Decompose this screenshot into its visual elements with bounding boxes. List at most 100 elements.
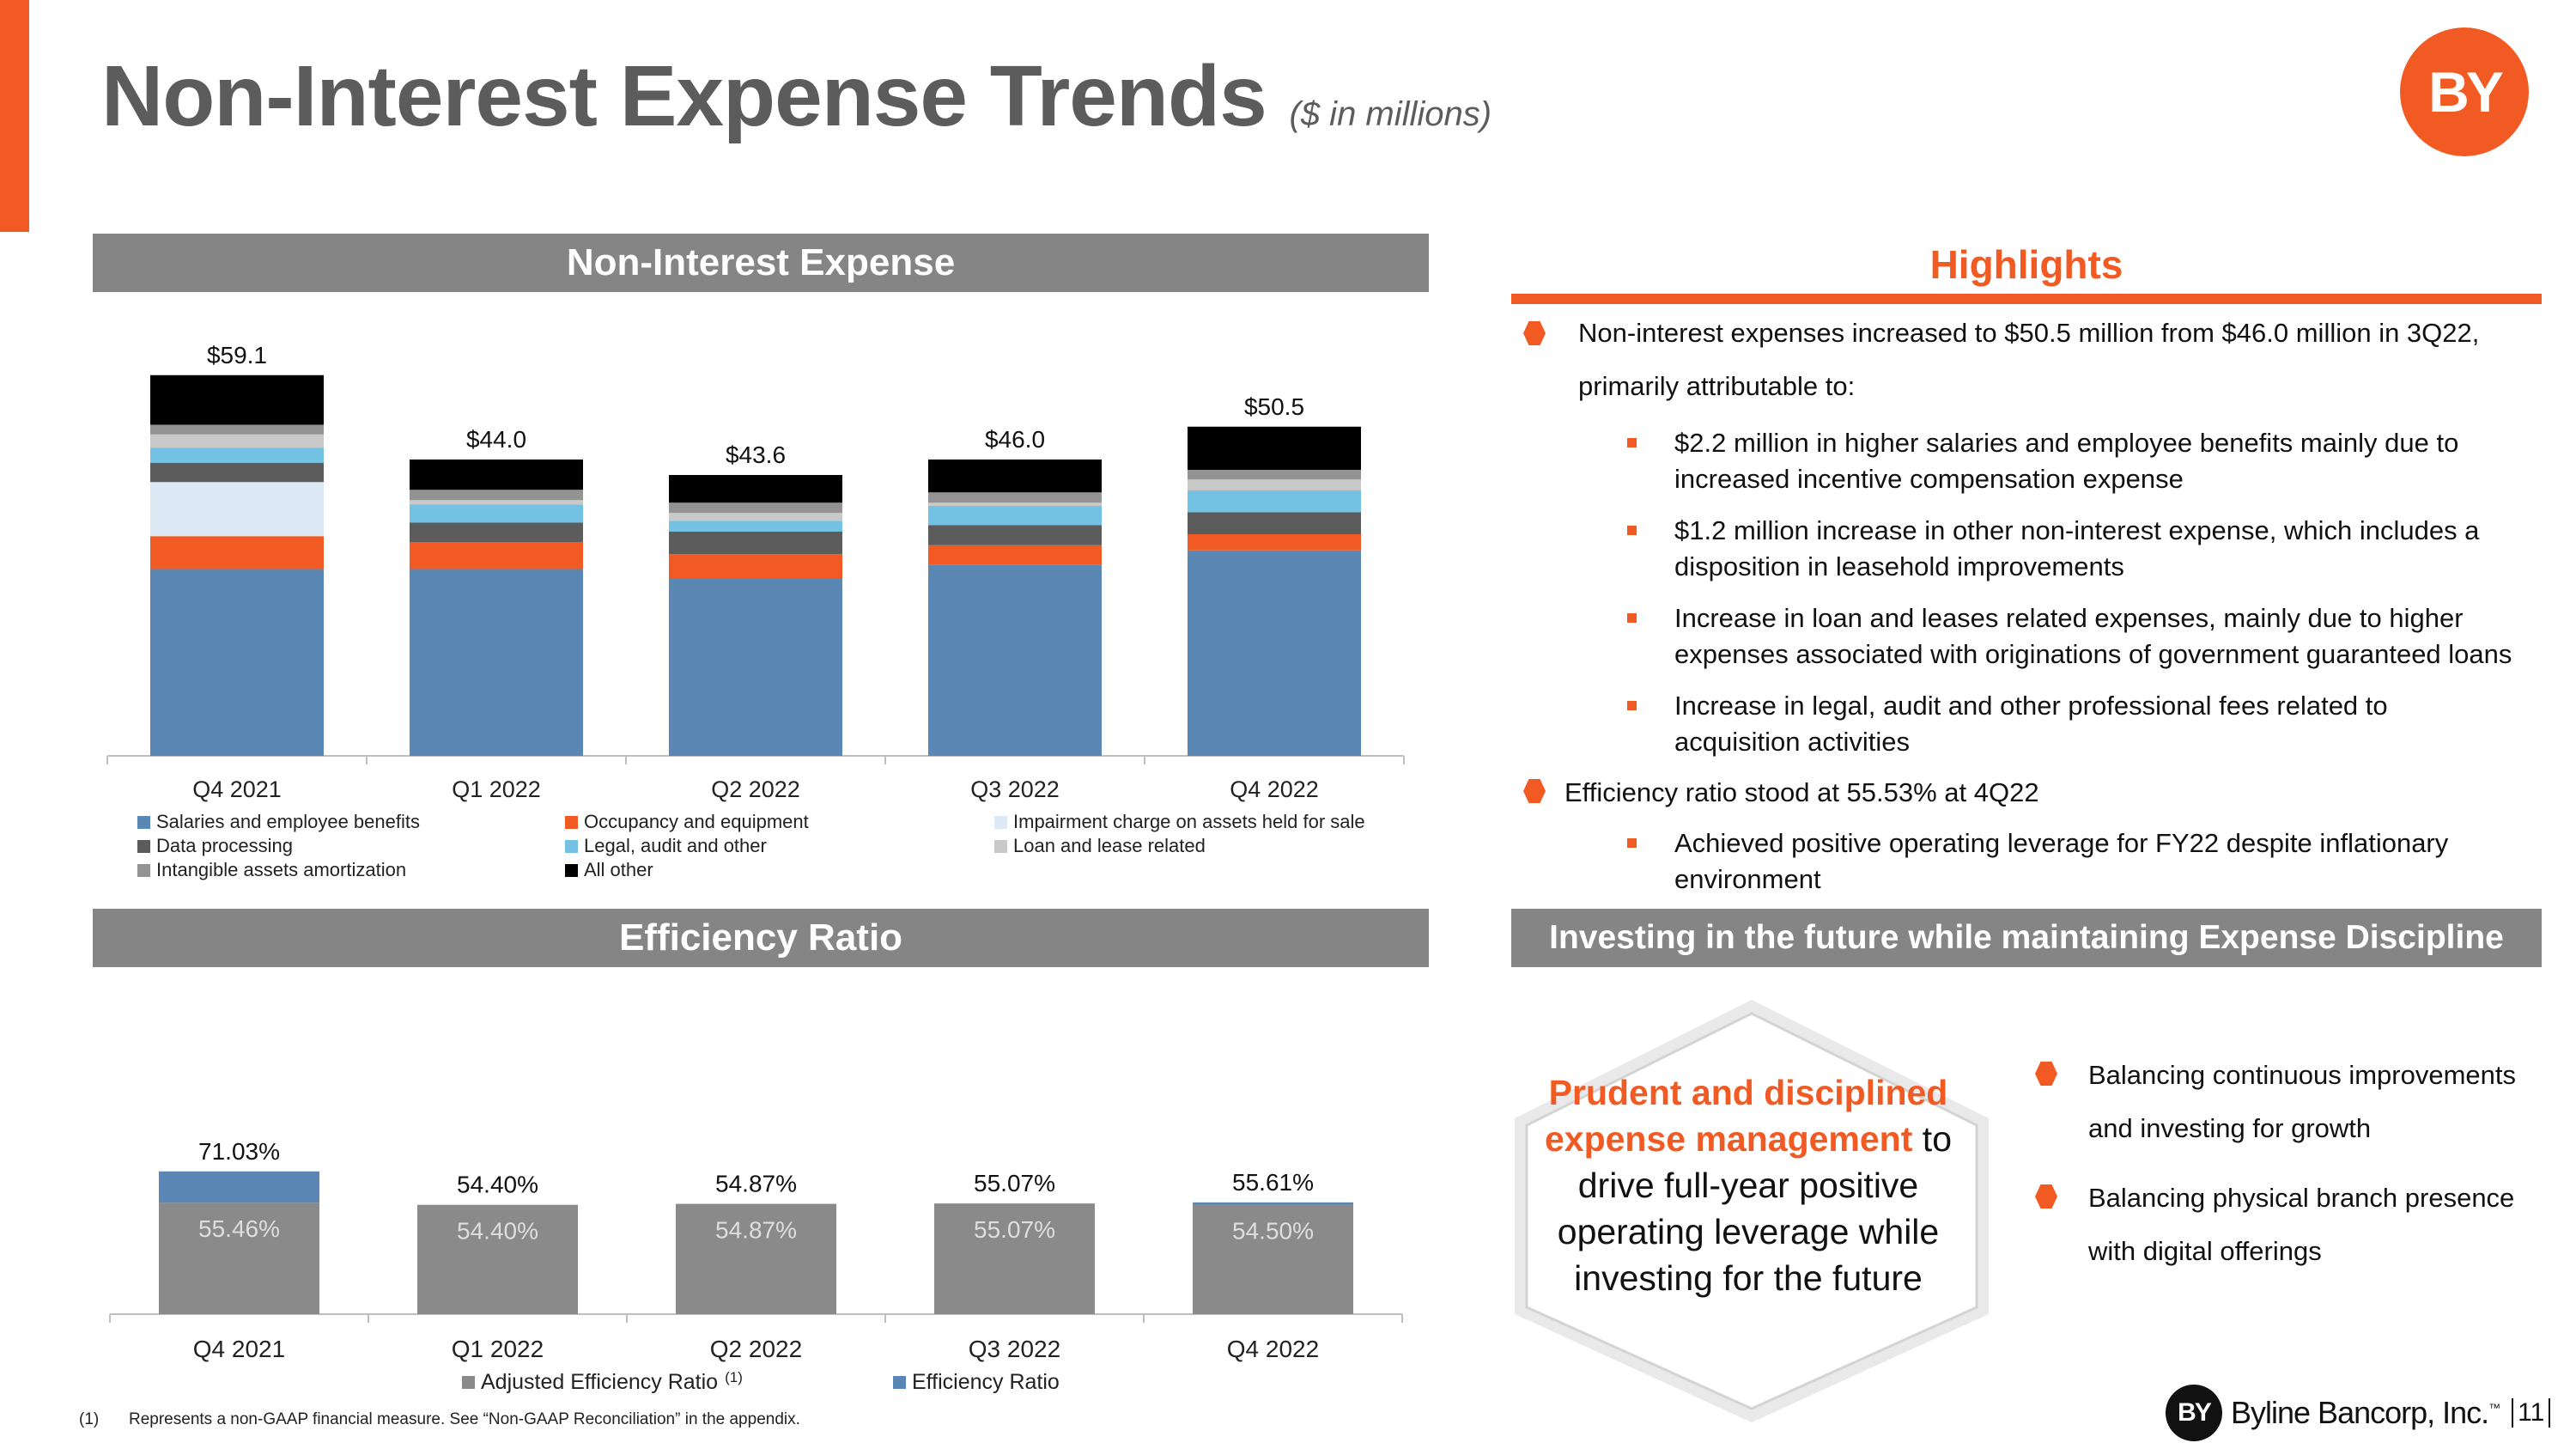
bar-segment [1193,1204,1353,1314]
accent-bar [0,0,29,232]
bar-segment [410,490,583,501]
bar-segment [669,532,842,555]
x-tick-label: Q3 2022 [970,776,1060,802]
bar-segment [410,504,583,523]
bar-total-label: $43.6 [726,441,786,468]
bar-total-label: 71.03% [198,1138,280,1165]
chart-banner-expense: Non-Interest Expense [93,234,1429,292]
bar-segment [669,513,842,521]
bar-total-label: $44.0 [466,426,526,453]
legend-item-data-processing: Data processing [137,835,293,857]
bar-segment [417,1204,578,1314]
legend-item-legal: Legal, audit and other [565,835,767,857]
highlight-sub-bullet-2: $1.2 million increase in other non-inter… [1674,515,2480,581]
highlight-sub-bullet-1: $2.2 million in higher salaries and empl… [1674,428,2459,494]
bar-total-label: 54.87% [715,1171,797,1197]
bar-segment [150,447,324,463]
x-tick-label: Q1 2022 [452,776,541,802]
legend-item-salaries: Salaries and employee benefits [137,811,420,833]
bar-segment [1188,490,1361,513]
bar-segment [928,492,1102,503]
legend-item-occupancy: Occupancy and equipment [565,811,809,833]
x-tick-label: Q1 2022 [452,1336,544,1362]
investing-bullet-1: Balancing continuous improvements and inv… [2088,1060,2516,1143]
bar-segment [410,460,583,490]
bar-segment [669,521,842,532]
footnote-marker: (1) [725,1368,743,1385]
legend-item-adjusted-efficiency: Adjusted Efficiency Ratio (1) [462,1368,743,1395]
bar-segment [1188,470,1361,480]
bar-segment [1188,550,1361,756]
highlight-sub-bullet-4: Increase in legal, audit and other profe… [1674,691,2388,757]
bar-inner-label: 54.40% [457,1218,538,1245]
bar-segment [150,424,324,435]
bar-total-label: $50.5 [1244,393,1304,420]
x-tick-label: Q3 2022 [969,1336,1060,1362]
bar-segment [928,564,1102,756]
footer-brand: BY Byline Bancorp, Inc.™ 11 [2166,1383,2551,1443]
bar-segment [1188,479,1361,490]
bar-segment [1188,426,1361,470]
bar-segment [669,554,842,578]
bar-inner-label: 55.07% [974,1216,1055,1243]
square-bullet-icon [1627,701,1637,710]
bar-segment [159,1171,319,1203]
highlight-bullet-1: Non-interest expenses increased to $50.5… [1578,318,2480,401]
hexagon-frame [1515,1000,1989,1422]
bar-segment [928,502,1102,506]
bar-segment [150,462,324,483]
bar-segment [934,1203,1095,1314]
footnote: (1) Represents a non-GAAP financial measu… [79,1410,800,1428]
bar-segment [410,542,583,569]
bar-segment [928,545,1102,565]
legend-item-intangible: Intangible assets amortization [137,859,406,881]
bar-segment [150,434,324,448]
page-title: Non-Interest Expense Trends ($ in millio… [101,48,1492,144]
legend-item-impairment: Impairment charge on assets held for sal… [994,811,1365,833]
bar-total-label: 55.61% [1232,1169,1314,1196]
x-tick-label: Q4 2022 [1230,776,1319,802]
hexagon-bullet-icon [1523,779,1546,803]
bar-segment [150,374,324,425]
highlights-rule [1511,294,2542,304]
bar-segment [928,460,1102,493]
bar-segment [410,500,583,505]
bar-segment [928,525,1102,545]
bar-inner-label: 54.50% [1232,1217,1314,1244]
legend-item-all-other: All other [565,859,653,881]
bar-segment [159,1202,319,1314]
x-tick-label: Q2 2022 [711,776,800,802]
bar-segment [410,569,583,756]
bar-segment [676,1203,836,1314]
bar-segment [1188,512,1361,534]
x-tick-label: Q4 2022 [1227,1336,1319,1362]
page-number: 11 [2512,1398,2551,1428]
bar-segment [410,522,583,542]
x-tick-label: Q4 2021 [193,1336,285,1362]
legend-item-efficiency: Efficiency Ratio [893,1370,1060,1395]
bar-total-label: 54.40% [457,1172,538,1198]
x-tick-label: Q4 2021 [192,776,282,802]
highlights-title: Highlights [1929,242,2123,287]
square-bullet-icon [1627,438,1637,447]
page-subtitle: ($ in millions) [1289,95,1492,133]
investing-bullet-2: Balancing physical branch presence with d… [2088,1183,2515,1266]
highlight-sub-bullet-3: Increase in loan and leases related expe… [1674,603,2512,669]
byline-footer-logo: BY [2166,1385,2222,1441]
bar-segment [150,569,324,756]
bar-segment [669,578,842,756]
bar-segment [669,475,842,503]
square-bullet-icon [1627,838,1637,848]
legend-item-loan: Loan and lease related [994,835,1206,857]
highlight-bullet-2: Efficiency ratio stood at 55.53% at 4Q22 [1564,777,2039,807]
hexagon-bullet-icon [1523,321,1546,345]
bar-inner-label: 55.46% [198,1215,280,1242]
chart-banner-efficiency: Efficiency Ratio [93,909,1429,967]
square-bullet-icon [1627,526,1637,535]
bar-total-label: $46.0 [985,426,1045,453]
bar-total-label: $59.1 [207,342,267,368]
bar-segment [1193,1202,1353,1205]
hexagon-callout-text: Prudent and disciplined expense manageme… [1544,1073,1952,1298]
bar-segment [1188,534,1361,551]
x-tick-label: Q2 2022 [710,1336,802,1362]
